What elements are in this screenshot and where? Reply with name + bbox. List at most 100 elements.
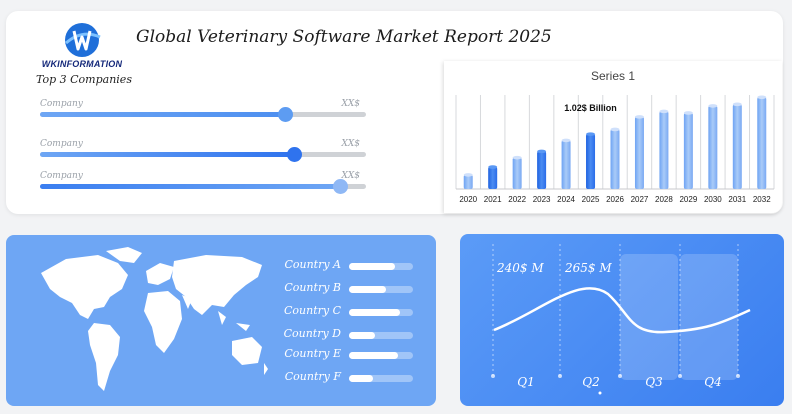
bar-cap-2027 — [634, 115, 644, 119]
company-value: XX$ — [341, 99, 360, 109]
country-bar-track — [349, 309, 413, 316]
top-companies-title: Top 3 Companies — [36, 73, 132, 86]
bar-cap-2025 — [586, 132, 596, 136]
quarterly-trend-card: 240$ M 265$ M Q1 Q2 Q3 Q4 — [460, 234, 784, 406]
q4-dot — [678, 374, 682, 378]
x-tick-label: 2020 — [459, 195, 477, 204]
world-map-icon — [41, 247, 268, 391]
country-bar-fill — [349, 352, 399, 359]
bar-2022 — [512, 157, 522, 189]
bar-2021 — [488, 167, 498, 189]
chart-title: Series 1 — [591, 69, 635, 83]
country-bar-track — [349, 352, 413, 359]
bar-2023 — [537, 151, 547, 189]
company-value: XX$ — [341, 171, 360, 181]
country-label: Country D — [283, 327, 341, 340]
country-bar-fill — [349, 263, 396, 270]
country-label: Country B — [284, 281, 341, 294]
company-slider-knob[interactable] — [277, 107, 293, 122]
bar-2028 — [659, 111, 669, 189]
bar-2030 — [708, 105, 718, 189]
q2-marker-dot — [598, 391, 602, 395]
country-bar-track — [349, 375, 413, 382]
bar-cap-2024 — [561, 138, 571, 143]
company-row-2: Company XX$ — [34, 139, 366, 169]
x-tick-label: 2027 — [631, 195, 649, 204]
country-row-e: Country E — [281, 347, 421, 363]
country-bar-track — [349, 263, 413, 270]
company-slider-fill — [40, 152, 295, 157]
logo: WKINFORMATION — [36, 21, 128, 71]
company-row-1: Company XX$ — [34, 99, 366, 129]
bar-cap-2026 — [610, 127, 620, 132]
logo-text: WKINFORMATION — [41, 59, 123, 69]
company-slider-knob[interactable] — [287, 147, 303, 162]
country-row-a: Country A — [281, 258, 421, 274]
x-tick-label: 2023 — [533, 195, 551, 204]
bar-cap-2029 — [683, 111, 693, 115]
country-row-f: Country F — [281, 370, 421, 386]
x-tick-label: 2021 — [484, 195, 502, 204]
q3-label: Q3 — [645, 375, 663, 389]
company-slider-knob[interactable] — [332, 179, 348, 194]
company-slider-track[interactable] — [40, 179, 366, 194]
bar-2025 — [586, 134, 596, 189]
company-value: XX$ — [341, 139, 360, 149]
company-slider-track[interactable] — [40, 107, 366, 122]
company-slider-track[interactable] — [40, 147, 366, 162]
q2-value-label: 265$ M — [564, 261, 612, 275]
company-slider-fill — [40, 112, 285, 117]
x-tick-label: 2022 — [508, 195, 526, 204]
q4-highlight-column — [680, 254, 738, 380]
q1-label: Q1 — [517, 375, 534, 389]
company-label: Company — [40, 139, 83, 149]
logo-globe-icon — [65, 23, 101, 57]
bar-cap-2022 — [512, 155, 522, 160]
q3-dot — [618, 374, 622, 378]
q2-label: Q2 — [582, 375, 599, 389]
bar-2020 — [463, 174, 473, 189]
bar-2032 — [757, 97, 767, 189]
x-tick-label: 2031 — [728, 195, 746, 204]
q1-value-label: 240$ M — [496, 261, 544, 275]
country-bar-fill — [349, 286, 387, 293]
country-row-c: Country C — [281, 304, 421, 320]
bar-cap-2020 — [463, 173, 473, 177]
x-tick-label: 2030 — [704, 195, 722, 204]
company-row-3: Company XX$ — [34, 171, 366, 201]
world-map-card: Country A Country B Country C Country D … — [6, 235, 436, 406]
country-label: Country C — [283, 304, 341, 317]
bar-cap-2028 — [659, 109, 669, 114]
bar-2027 — [634, 116, 644, 189]
country-row-b: Country B — [281, 281, 421, 297]
q2-dot — [558, 374, 562, 378]
company-label: Company — [40, 99, 83, 109]
bar-cap-2023 — [537, 149, 547, 154]
country-bar-fill — [349, 309, 401, 316]
bar-cap-2021 — [488, 165, 498, 169]
company-label: Company — [40, 171, 83, 181]
x-tick-label: 2028 — [655, 195, 673, 204]
country-label: Country A — [284, 258, 341, 271]
bar-cap-2030 — [708, 104, 718, 108]
bar-cap-2031 — [732, 102, 742, 107]
country-label: Country E — [284, 347, 341, 360]
x-tick-label: 2029 — [679, 195, 697, 204]
x-tick-label: 2032 — [753, 195, 771, 204]
page-title: Global Veterinary Software Market Report… — [136, 27, 552, 47]
country-label: Country F — [284, 370, 341, 383]
country-bar-fill — [349, 332, 375, 339]
x-tick-label: 2024 — [557, 195, 575, 204]
country-bar-track — [349, 332, 413, 339]
x-tick-label: 2026 — [606, 195, 624, 204]
country-bar-fill — [349, 375, 374, 382]
quarterly-trend-chart: 240$ M 265$ M Q1 Q2 Q3 Q4 — [491, 244, 751, 395]
chart-annotation: 1.02$ Billion — [564, 103, 617, 113]
company-slider-fill — [40, 184, 340, 189]
q4-label: Q4 — [704, 375, 721, 389]
bar-chart: Series 1 2020 2021 2022 2023 2024 2025 2026 202… — [455, 69, 775, 204]
country-bar-track — [349, 286, 413, 293]
q3-highlight-column — [620, 254, 678, 380]
bar-2031 — [732, 104, 742, 189]
trend-line — [493, 287, 751, 334]
